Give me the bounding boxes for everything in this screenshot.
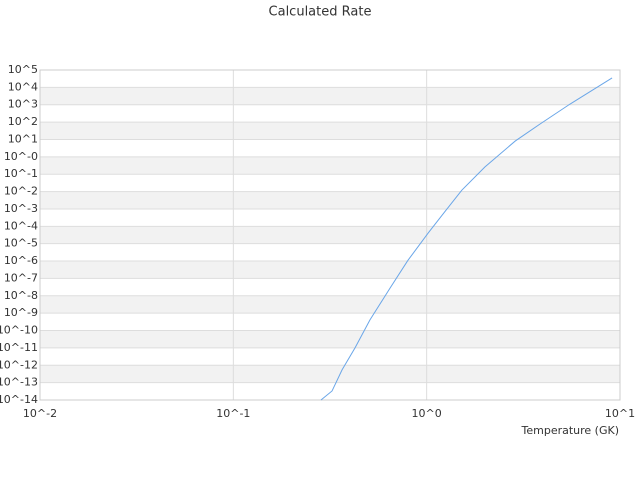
grid-band bbox=[40, 226, 620, 244]
grid-band bbox=[40, 122, 620, 140]
x-axis-label: Temperature (GK) bbox=[521, 424, 620, 437]
plot-frame bbox=[39, 69, 621, 401]
y-tick-label: 10^5 bbox=[8, 63, 38, 76]
grid-band bbox=[40, 365, 620, 383]
y-tick-label: 10^-12 bbox=[0, 358, 38, 371]
grid-band bbox=[40, 191, 620, 209]
grid-band bbox=[40, 330, 620, 348]
x-tick-label: 10^-1 bbox=[216, 407, 250, 420]
line-series bbox=[320, 77, 613, 401]
y-tick-label: 10^1 bbox=[8, 132, 38, 145]
y-tick-label: 10^-1 bbox=[4, 167, 38, 180]
y-tick-label: 10^-14 bbox=[0, 393, 38, 406]
y-tick-label: 10^-5 bbox=[4, 237, 38, 250]
grid-band bbox=[40, 261, 620, 279]
y-tick-label: 10^-3 bbox=[4, 202, 38, 215]
y-tick-label: 10^-11 bbox=[0, 341, 38, 354]
y-tick-label: 10^-6 bbox=[4, 254, 38, 267]
y-tick-label: 10^2 bbox=[8, 115, 38, 128]
grid-band bbox=[40, 295, 620, 314]
y-tick-label: 10^-9 bbox=[4, 306, 38, 319]
x-tick-label: 10^0 bbox=[412, 407, 442, 420]
x-tick-label: 10^-2 bbox=[23, 407, 57, 420]
y-tick-label: 10^-8 bbox=[4, 289, 38, 302]
y-tick-label: 10^3 bbox=[8, 98, 38, 111]
y-tick-label: 10^-2 bbox=[4, 185, 38, 198]
y-tick-label: 10^-4 bbox=[4, 219, 38, 232]
y-tick-label: 10^-7 bbox=[4, 271, 38, 284]
y-tick-label: 10^-13 bbox=[0, 376, 38, 389]
grid-band bbox=[40, 87, 620, 105]
grid-band bbox=[40, 156, 620, 175]
y-tick-label: 10^-10 bbox=[0, 324, 38, 337]
y-tick-label: 10^4 bbox=[8, 80, 38, 93]
chart-title: Calculated Rate bbox=[269, 5, 372, 20]
x-tick-label: 10^1 bbox=[605, 407, 635, 420]
y-tick-label: 10^-0 bbox=[4, 150, 38, 163]
